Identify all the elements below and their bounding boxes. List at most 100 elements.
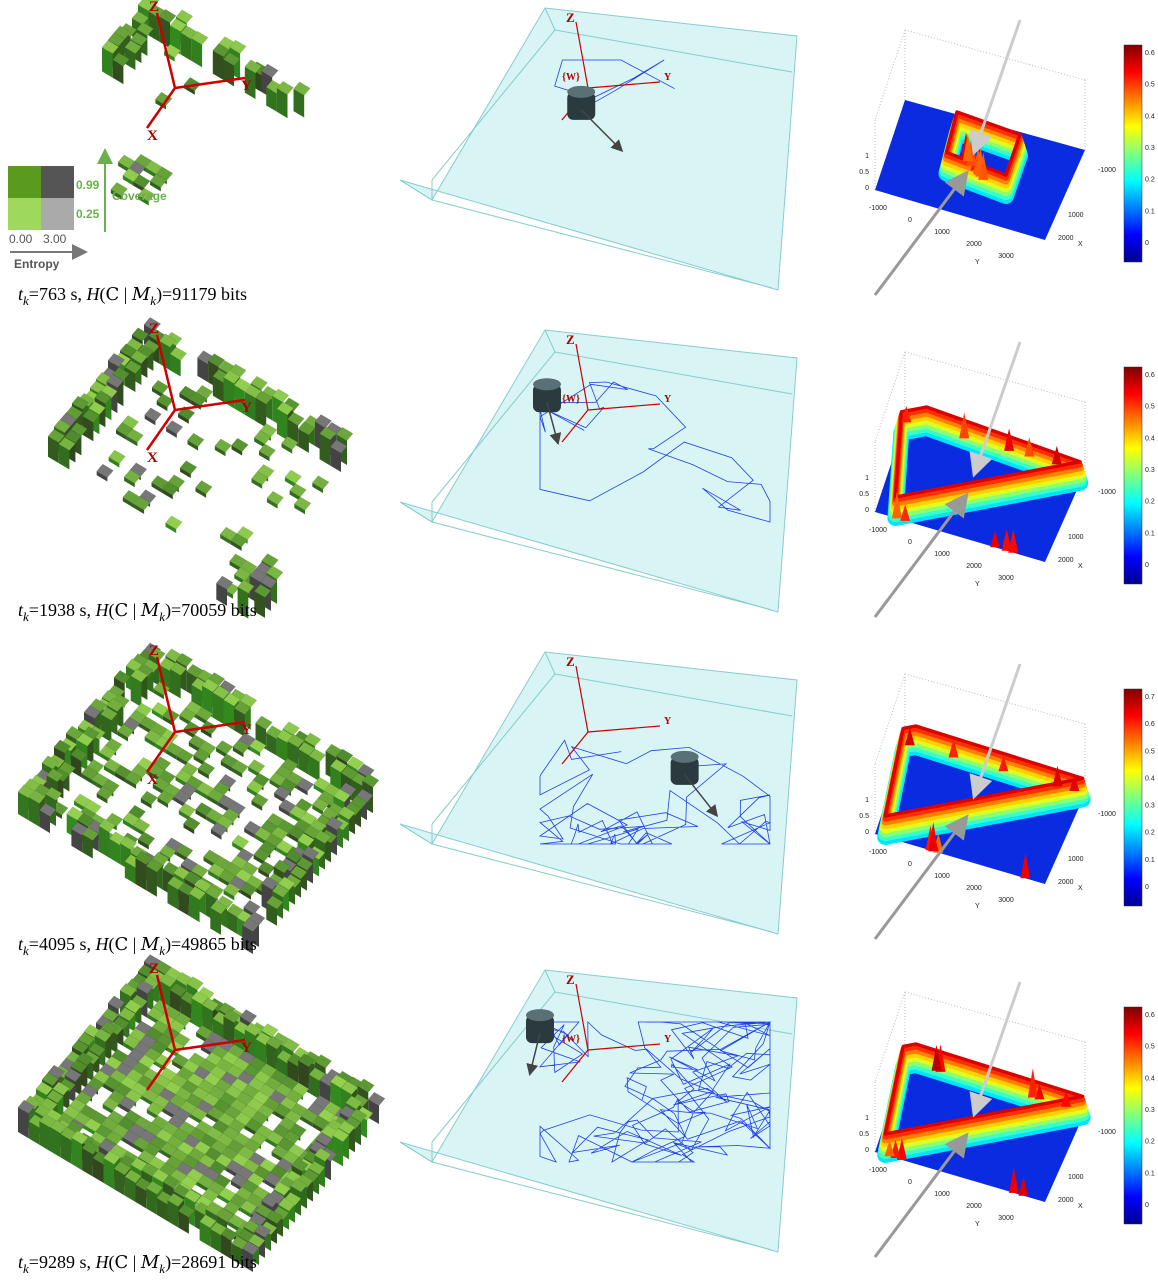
- caption-part: M: [140, 600, 160, 621]
- caption-part: k: [159, 943, 165, 958]
- voxel-side: [196, 1032, 207, 1043]
- z-tick-label: 0: [865, 185, 869, 192]
- voxel-side: [102, 1104, 114, 1115]
- voxel-side: [153, 688, 164, 700]
- voxel-top: [169, 661, 188, 676]
- voxel-side: [81, 773, 92, 784]
- caption-part: )=49865 bits: [165, 934, 257, 955]
- voxel-top: [233, 700, 252, 715]
- axis-label: Y: [664, 716, 672, 727]
- voxel-top: [70, 422, 88, 437]
- voxel-side: [70, 754, 82, 778]
- voxel-top: [339, 782, 357, 797]
- voxel-top: [100, 384, 118, 399]
- voxel-top: [220, 1227, 238, 1242]
- voxel-top: [137, 831, 156, 846]
- voxel-top: [118, 1007, 136, 1022]
- voxel-side: [123, 1042, 134, 1053]
- voxel-top: [133, 496, 151, 511]
- x-tick-label: -1000: [1098, 811, 1116, 818]
- voxel-top: [156, 393, 174, 408]
- voxel-top: [96, 463, 114, 478]
- caption-part: k: [23, 1261, 29, 1276]
- voxel-top: [64, 1067, 82, 1083]
- voxel-side: [271, 1151, 283, 1162]
- voxel-top: [267, 1190, 285, 1205]
- caption-part: =9289 s,: [29, 1252, 96, 1272]
- voxel-side: [156, 400, 168, 412]
- voxel-side: [230, 540, 242, 551]
- pointer-arrow: [969, 19, 1022, 156]
- axis-arrow: [561, 1049, 589, 1083]
- robot-top: [670, 750, 699, 763]
- voxel-top: [247, 1233, 266, 1248]
- voxel-top: [191, 990, 209, 1005]
- frame-line: [874, 673, 906, 765]
- voxel-side: [196, 714, 207, 725]
- voxel-side: [242, 925, 253, 954]
- voxel-top: [142, 658, 160, 673]
- frame-line: [904, 991, 1086, 1043]
- voxel-top: [251, 793, 269, 808]
- pointer-arrow: [873, 170, 969, 296]
- voxel-side: [231, 767, 243, 778]
- voxel-top: [349, 795, 368, 810]
- caption-part: k: [150, 293, 156, 308]
- voxel-side: [274, 792, 285, 804]
- voxel-top: [315, 1132, 333, 1147]
- voxel-side: [74, 800, 85, 812]
- caption-part: (: [108, 1252, 114, 1273]
- row-panel: Z Y X Z {W} Y 1 0.5 0 -1000 0 1000 2000 3000 Y -1000 100…: [18, 0, 1155, 308]
- voxel-side: [172, 1060, 183, 1071]
- voxel-top: [149, 173, 168, 188]
- axis-label: Z: [149, 321, 159, 337]
- voxel-top: [295, 856, 314, 871]
- surface-peak: [1052, 765, 1063, 787]
- colorbar-tick: 0.7: [1145, 694, 1155, 701]
- voxel-side: [278, 806, 290, 817]
- voxel-side: [179, 393, 191, 404]
- voxel-side: [244, 828, 255, 839]
- y-tick-label: 1000: [934, 229, 950, 236]
- z-tick-label: 0: [865, 829, 869, 836]
- voxel-top: [81, 1140, 100, 1155]
- voxel-side: [183, 823, 195, 834]
- voxel-side: [281, 443, 293, 454]
- voxel-side: [133, 825, 145, 836]
- voxel-side: [289, 812, 301, 823]
- x-tick-label: 1000: [1068, 534, 1084, 541]
- voxel-side: [207, 1113, 219, 1124]
- voxel-side: [246, 787, 258, 798]
- x-tick-label: 2000: [1058, 879, 1074, 886]
- voxel-top: [276, 80, 294, 95]
- voxel-top: [250, 375, 268, 390]
- surface-peak: [891, 491, 902, 519]
- voxel-top: [313, 1147, 332, 1162]
- robot-top: [526, 1009, 554, 1022]
- box-edge: [544, 7, 556, 31]
- voxel-side: [160, 1149, 172, 1160]
- voxel-side: [84, 1125, 96, 1136]
- voxel-top: [82, 408, 100, 423]
- voxel-side: [146, 1188, 157, 1215]
- voxel-side: [190, 1114, 202, 1125]
- voxel-top: [137, 187, 156, 202]
- voxel-top: [169, 346, 188, 361]
- voxel-top: [23, 1095, 42, 1110]
- robot: [532, 384, 561, 413]
- voxel-side: [216, 583, 227, 606]
- voxel-side: [330, 446, 341, 472]
- voxel-top: [83, 704, 102, 719]
- voxel-top: [207, 353, 226, 368]
- voxel-side: [218, 801, 229, 813]
- voxel-top: [355, 788, 374, 803]
- voxel-top: [340, 1080, 358, 1095]
- z-tick-label: 1: [865, 475, 869, 482]
- voxel-top: [277, 1197, 296, 1212]
- surface-peak: [901, 406, 912, 423]
- robot-arrow: [684, 774, 719, 818]
- voxel-top: [293, 496, 312, 511]
- voxel-side: [155, 99, 167, 110]
- voxel-top: [244, 1022, 262, 1037]
- voxel-side: [151, 482, 163, 493]
